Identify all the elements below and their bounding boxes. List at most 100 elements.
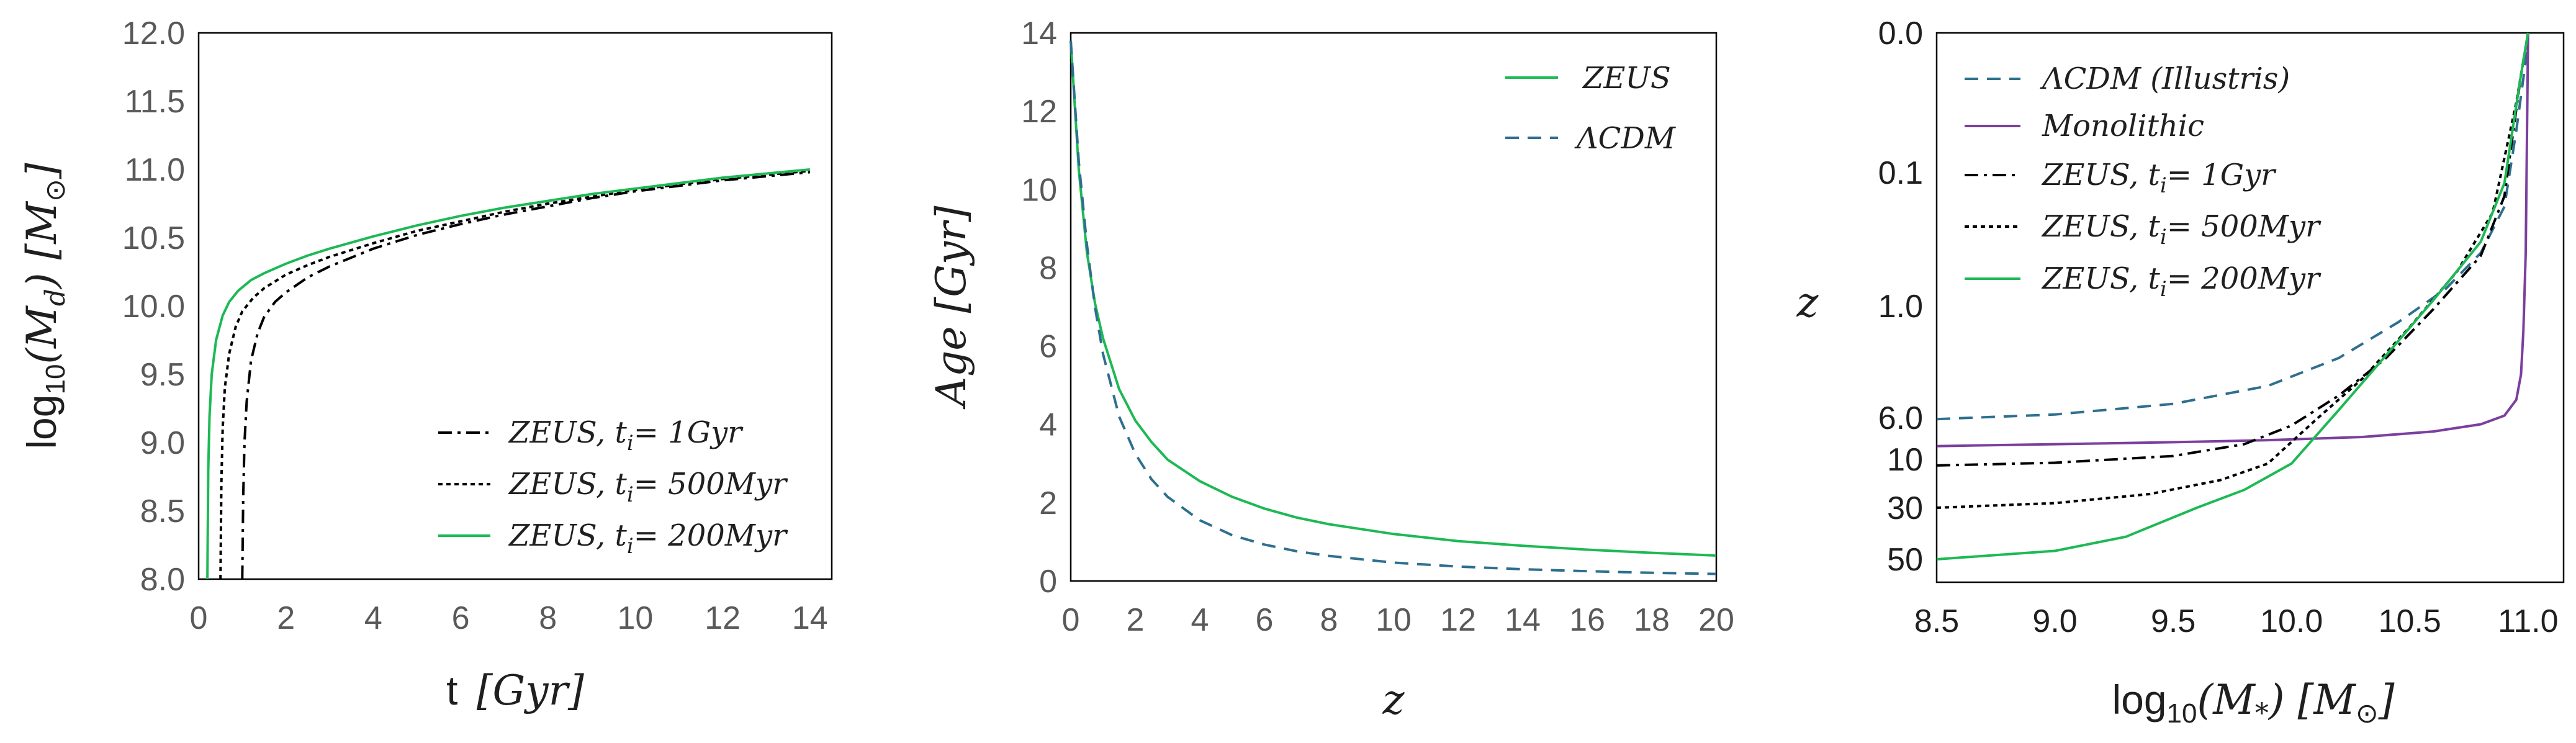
x-ticks-left: 0 2 4 6 8 10 12 14 bbox=[190, 600, 828, 636]
series-line-zeus-t-200myr bbox=[1936, 32, 2529, 561]
y-tick-label: 8 bbox=[1039, 250, 1057, 286]
x-label-close: ] bbox=[2378, 676, 2395, 724]
series-line-cdm-illustris bbox=[1936, 32, 2529, 421]
legend-label-lcdm: ΛCDM bbox=[1574, 121, 1677, 156]
x-label-varsub: * bbox=[2255, 698, 2269, 729]
legend-middle: ZEUS ΛCDM bbox=[1505, 61, 1677, 156]
y-ticks-left: 8.0 8.5 9.0 9.5 10.0 10.5 11.0 11.5 12.0 bbox=[122, 16, 185, 598]
y-tick-label: 10 bbox=[1021, 172, 1057, 208]
x-tick-label: 2 bbox=[277, 600, 295, 636]
legend-label-zeus: ZEUS bbox=[1582, 61, 1671, 96]
x-tick-label: 12 bbox=[1440, 602, 1476, 638]
series-middle bbox=[1070, 40, 1717, 575]
legend-label-lcdm-illustris: ΛCDM (Illustris) bbox=[2040, 61, 2290, 96]
x-tick-label: 6 bbox=[1256, 602, 1274, 638]
x-tick-label: 18 bbox=[1634, 602, 1670, 638]
plot-frame-right bbox=[1935, 32, 2565, 583]
y-tick-label: 12 bbox=[1021, 94, 1057, 130]
panel-middle: 0 2 4 6 8 10 12 14 0 2 4 6 8 10 12 14 16 18 20 z Age [Gyr… bbox=[927, 16, 1734, 724]
plot-frame-left bbox=[197, 32, 833, 580]
x-tick-label: 4 bbox=[364, 600, 382, 636]
x-tick-label: 8.5 bbox=[1914, 603, 1959, 639]
series-line-zeus-t-1gyr bbox=[1936, 32, 2529, 467]
y-tick-label: 50 bbox=[1887, 542, 1923, 578]
y-tick-label: 10 bbox=[1887, 442, 1923, 478]
x-axis-label-middle: z bbox=[1382, 676, 1405, 724]
series-line-zeus-t-500myr bbox=[219, 169, 810, 580]
y-label-func: log bbox=[19, 395, 65, 449]
x-tick-label: 8 bbox=[1320, 602, 1338, 638]
panel-left: 8.0 8.5 9.0 9.5 10.0 10.5 11.0 11.5 12.0 0 2 4 6 8 10… bbox=[18, 16, 833, 714]
legend-label-zeus-200myr-r: ZEUS, ti= 200Myr bbox=[2041, 261, 2322, 302]
y-tick-label: 6.0 bbox=[1878, 400, 1923, 436]
x-tick-label: 10.0 bbox=[2260, 603, 2323, 639]
y-tick-label: 0 bbox=[1039, 564, 1057, 600]
y-tick-label: 0.1 bbox=[1878, 155, 1923, 191]
x-label-unit: ) [M bbox=[2268, 676, 2356, 724]
y-label-age-unit: [Gyr] bbox=[927, 205, 975, 313]
legend-left: ZEUS, ti= 1Gyr ZEUS, ti= 500Myr ZEUS, ti… bbox=[438, 415, 788, 559]
y-label-var: (M bbox=[18, 305, 66, 364]
x-label-unit: [Gyr] bbox=[477, 667, 584, 714]
x-tick-label: 10 bbox=[1376, 602, 1412, 638]
y-tick-label: 4 bbox=[1039, 407, 1057, 443]
y-label-sun: ⊙ bbox=[40, 179, 71, 202]
x-tick-label: 8 bbox=[539, 600, 557, 636]
y-axis-label-middle: Age [Gyr] bbox=[927, 205, 975, 410]
x-tick-label: 4 bbox=[1191, 602, 1209, 638]
legend-label-zeus-1gyr-r: ZEUS, ti= 1Gyr bbox=[2041, 158, 2277, 198]
x-tick-label: 0 bbox=[190, 600, 208, 636]
y-tick-label: 1.0 bbox=[1878, 289, 1923, 325]
panel-right: 0.0 0.1 1.0 6.0 10 30 50 8.5 9.0 9.5 10.0 10.5 11.0… bbox=[1796, 16, 2565, 729]
x-tick-label: 16 bbox=[1569, 602, 1605, 638]
y-tick-label: 30 bbox=[1887, 490, 1923, 526]
y-tick-label: 10.0 bbox=[122, 289, 185, 325]
series-line-zeus-t-200myr bbox=[206, 168, 810, 580]
legend-label-zeus-500myr: ZEUS, ti= 500Myr bbox=[508, 467, 788, 507]
y-tick-label: 10.5 bbox=[122, 220, 185, 256]
series-line-zeus-t-500myr bbox=[1936, 32, 2529, 509]
y-tick-label: 2 bbox=[1039, 485, 1057, 521]
y-label-close: ] bbox=[18, 163, 66, 179]
y-axis-label-right: z bbox=[1796, 279, 1819, 326]
x-tick-label: 6 bbox=[452, 600, 470, 636]
x-tick-label: 20 bbox=[1698, 602, 1734, 638]
series-left bbox=[206, 168, 810, 580]
x-tick-label: 10.5 bbox=[2379, 603, 2441, 639]
legend-label-zeus-200myr: ZEUS, ti= 200Myr bbox=[508, 518, 788, 559]
legend-label-monolithic: Monolithic bbox=[2042, 109, 2204, 143]
series-right bbox=[1936, 32, 2529, 561]
y-ticks-middle: 0 2 4 6 8 10 12 14 bbox=[1021, 16, 1057, 600]
y-tick-label: 9.5 bbox=[140, 357, 185, 393]
plot-frame-middle bbox=[1070, 32, 1718, 582]
x-tick-label: 9.5 bbox=[2151, 603, 2195, 639]
y-label-varsub: d bbox=[40, 289, 71, 306]
x-tick-label: 10 bbox=[618, 600, 654, 636]
x-tick-label: 0 bbox=[1062, 602, 1080, 638]
x-tick-label: 11.0 bbox=[2498, 603, 2558, 639]
y-label-age: Age bbox=[927, 313, 975, 410]
x-tick-label: 14 bbox=[792, 600, 828, 636]
y-axis-label-left: log10(Md) [M⊙] bbox=[18, 163, 71, 449]
x-axis-label-left: t [Gyr] bbox=[446, 667, 584, 714]
x-ticks-right: 8.5 9.0 9.5 10.0 10.5 11.0 bbox=[1914, 603, 2559, 639]
y-tick-label: 6 bbox=[1039, 329, 1057, 365]
y-ticks-right: 0.0 0.1 1.0 6.0 10 30 50 bbox=[1878, 16, 1923, 578]
x-label-func: log bbox=[2112, 677, 2166, 723]
y-label-unit: ) [M bbox=[18, 201, 66, 290]
x-tick-label: 12 bbox=[705, 600, 741, 636]
y-tick-label: 8.0 bbox=[140, 562, 185, 598]
legend-label-zeus-500myr-r: ZEUS, ti= 500Myr bbox=[2041, 209, 2322, 250]
x-tick-label: 14 bbox=[1505, 602, 1541, 638]
y-tick-label: 0.0 bbox=[1878, 16, 1923, 52]
x-label-sun: ⊙ bbox=[2356, 698, 2379, 729]
y-tick-label: 8.5 bbox=[140, 493, 185, 529]
series-line-cdm bbox=[1070, 40, 1717, 575]
legend-label-zeus-1gyr: ZEUS, ti= 1Gyr bbox=[508, 415, 744, 456]
x-label-prefix: t bbox=[446, 667, 457, 713]
y-label-sub: 10 bbox=[40, 364, 71, 395]
x-ticks-middle: 0 2 4 6 8 10 12 14 16 18 20 bbox=[1062, 602, 1734, 638]
y-tick-label: 9.0 bbox=[140, 425, 185, 461]
series-line-zeus-t-1gyr bbox=[241, 171, 810, 580]
